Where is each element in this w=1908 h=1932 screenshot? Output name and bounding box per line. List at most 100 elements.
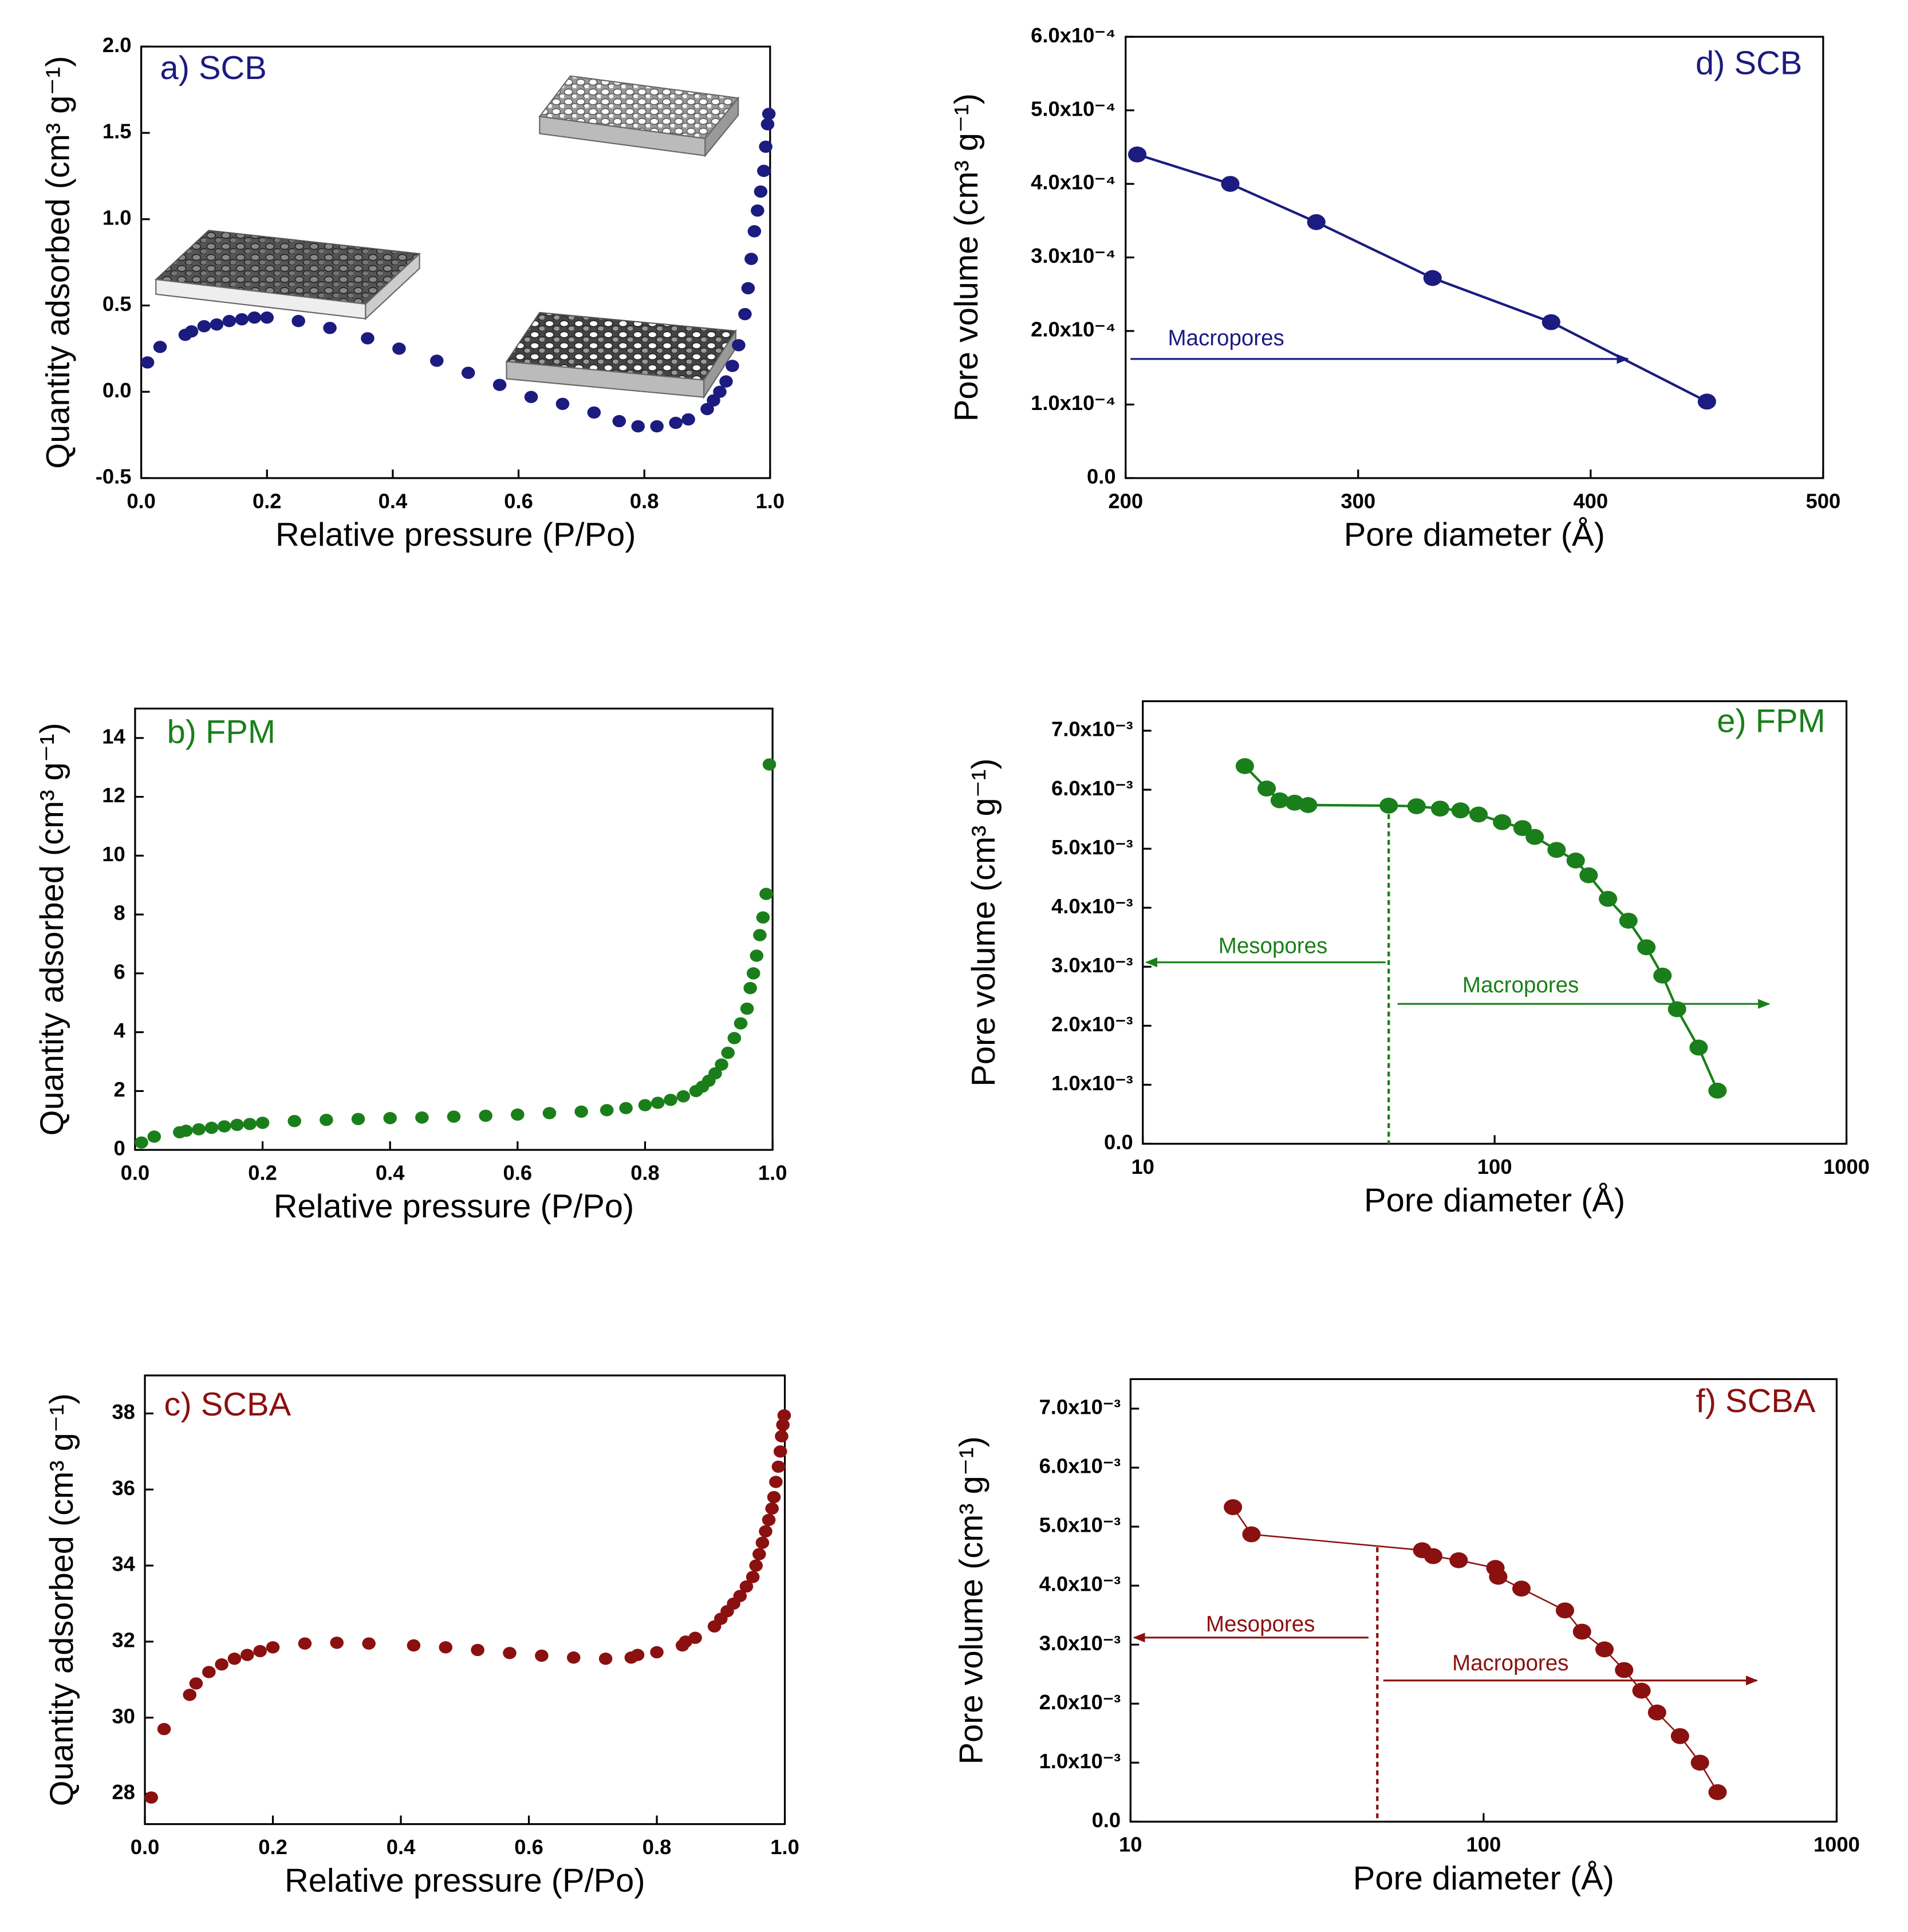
data-point — [1493, 814, 1512, 830]
data-point — [1595, 1641, 1614, 1658]
data-point — [754, 185, 768, 198]
data-point — [732, 339, 746, 352]
y-tick-label: 5.0x10⁻³ — [1051, 835, 1133, 859]
y-tick-label: 6.0x10⁻³ — [1039, 1454, 1121, 1478]
y-tick-label: 2 — [114, 1078, 125, 1101]
data-point — [746, 1571, 760, 1583]
x-axis-label: Pore diameter (Å) — [1344, 516, 1605, 553]
data-point — [215, 1658, 228, 1671]
data-point — [135, 1136, 148, 1149]
data-point — [447, 1110, 461, 1123]
data-point — [179, 1125, 193, 1137]
data-point — [471, 1643, 484, 1657]
x-tick-label: 0.0 — [127, 489, 156, 512]
data-point — [1512, 1580, 1531, 1597]
plot-frame — [144, 1374, 786, 1825]
x-axis-label: Pore diameter (Å) — [1353, 1860, 1614, 1896]
x-tick-label: 0.6 — [514, 1835, 543, 1859]
data-point — [681, 413, 695, 426]
data-point — [775, 1430, 789, 1442]
x-axis-label: Relative pressure (P/Po) — [274, 1188, 634, 1225]
x-axis-label: Pore diameter (Å) — [1364, 1182, 1625, 1219]
data-point — [1242, 1526, 1261, 1543]
data-point — [503, 1647, 517, 1659]
data-point — [1224, 1499, 1243, 1515]
data-point — [323, 321, 337, 334]
data-point — [726, 360, 739, 372]
y-tick-label: 0 — [114, 1137, 125, 1160]
y-axis-label: Pore volume (cm³ g⁻¹) — [965, 758, 1002, 1086]
data-point — [247, 311, 262, 324]
data-point — [1424, 1548, 1442, 1564]
data-point — [1257, 780, 1276, 797]
y-tick-label: 28 — [112, 1780, 135, 1804]
data-point — [733, 1590, 747, 1602]
data-point — [479, 1109, 492, 1122]
x-axis-label: Relative pressure (P/Po) — [285, 1863, 645, 1899]
data-point — [330, 1637, 344, 1649]
y-axis-label: Pore volume (cm³ g⁻¹) — [948, 93, 985, 421]
y-tick-label: 3.0x10⁻³ — [1051, 953, 1133, 977]
data-point — [1637, 939, 1656, 956]
data-point — [407, 1639, 421, 1652]
data-point — [747, 225, 762, 238]
panel-title: e) FPM — [1717, 703, 1825, 739]
y-tick-label: 1.0 — [103, 206, 132, 229]
x-tick-label: 1000 — [1814, 1833, 1860, 1856]
y-tick-label: 3.0x10⁻³ — [1039, 1631, 1121, 1655]
y-tick-label: 6.0x10⁻⁴ — [1031, 23, 1115, 47]
data-point — [719, 375, 733, 388]
data-point — [383, 1111, 397, 1125]
data-point — [1525, 829, 1544, 845]
y-tick-label: 12 — [102, 783, 125, 807]
data-point — [598, 1653, 613, 1665]
data-point — [752, 1548, 766, 1560]
x-tick-label: 1.0 — [770, 1835, 799, 1859]
data-point — [1307, 214, 1326, 230]
data-point — [567, 1651, 581, 1664]
y-tick-label: 2.0x10⁻³ — [1039, 1690, 1121, 1714]
y-axis-label: Quantity adsorbed (cm³ g⁻¹) — [34, 723, 70, 1135]
plot-frame — [134, 707, 774, 1151]
data-point — [555, 397, 570, 411]
x-tick-label: 1000 — [1823, 1155, 1870, 1178]
inset-slab — [538, 75, 740, 157]
data-point — [266, 1641, 280, 1654]
data-point — [1619, 912, 1638, 929]
y-axis-label: Pore volume (cm³ g⁻¹) — [953, 1436, 990, 1764]
data-point — [1547, 842, 1566, 858]
y-tick-label: 1.5 — [103, 120, 132, 143]
data-point — [235, 313, 249, 326]
data-point — [669, 416, 683, 429]
data-point — [157, 1722, 171, 1736]
plot-frame — [140, 45, 771, 479]
y-tick-label: 0.0 — [1104, 1130, 1133, 1154]
data-point — [741, 282, 755, 295]
data-point — [1647, 1704, 1666, 1721]
data-point — [1579, 867, 1598, 884]
y-tick-label: -0.5 — [96, 465, 132, 488]
data-point — [197, 320, 211, 333]
data-point — [771, 1460, 786, 1473]
plot-frame — [1125, 36, 1824, 479]
y-tick-label: 4.0x10⁻³ — [1051, 894, 1133, 918]
x-tick-label: 100 — [1467, 1833, 1501, 1856]
data-point — [291, 314, 305, 328]
data-point — [511, 1108, 525, 1121]
x-tick-label: 0.4 — [379, 489, 408, 512]
x-tick-label: 0.6 — [504, 489, 533, 512]
data-point — [430, 354, 444, 367]
data-point — [743, 981, 757, 995]
x-tick-label: 1.0 — [756, 489, 785, 512]
y-tick-label: 8 — [114, 901, 125, 925]
x-tick-label: 200 — [1108, 489, 1143, 512]
data-point — [650, 420, 664, 433]
data-point — [320, 1114, 333, 1126]
data-point — [184, 325, 199, 338]
y-tick-label: 0.0 — [1087, 465, 1116, 488]
data-point — [298, 1637, 312, 1650]
data-point — [1599, 890, 1618, 907]
y-axis-label: Quantity adsorbed (cm³ g⁻¹) — [44, 1393, 80, 1806]
data-point — [707, 394, 720, 407]
data-point — [734, 1017, 748, 1030]
